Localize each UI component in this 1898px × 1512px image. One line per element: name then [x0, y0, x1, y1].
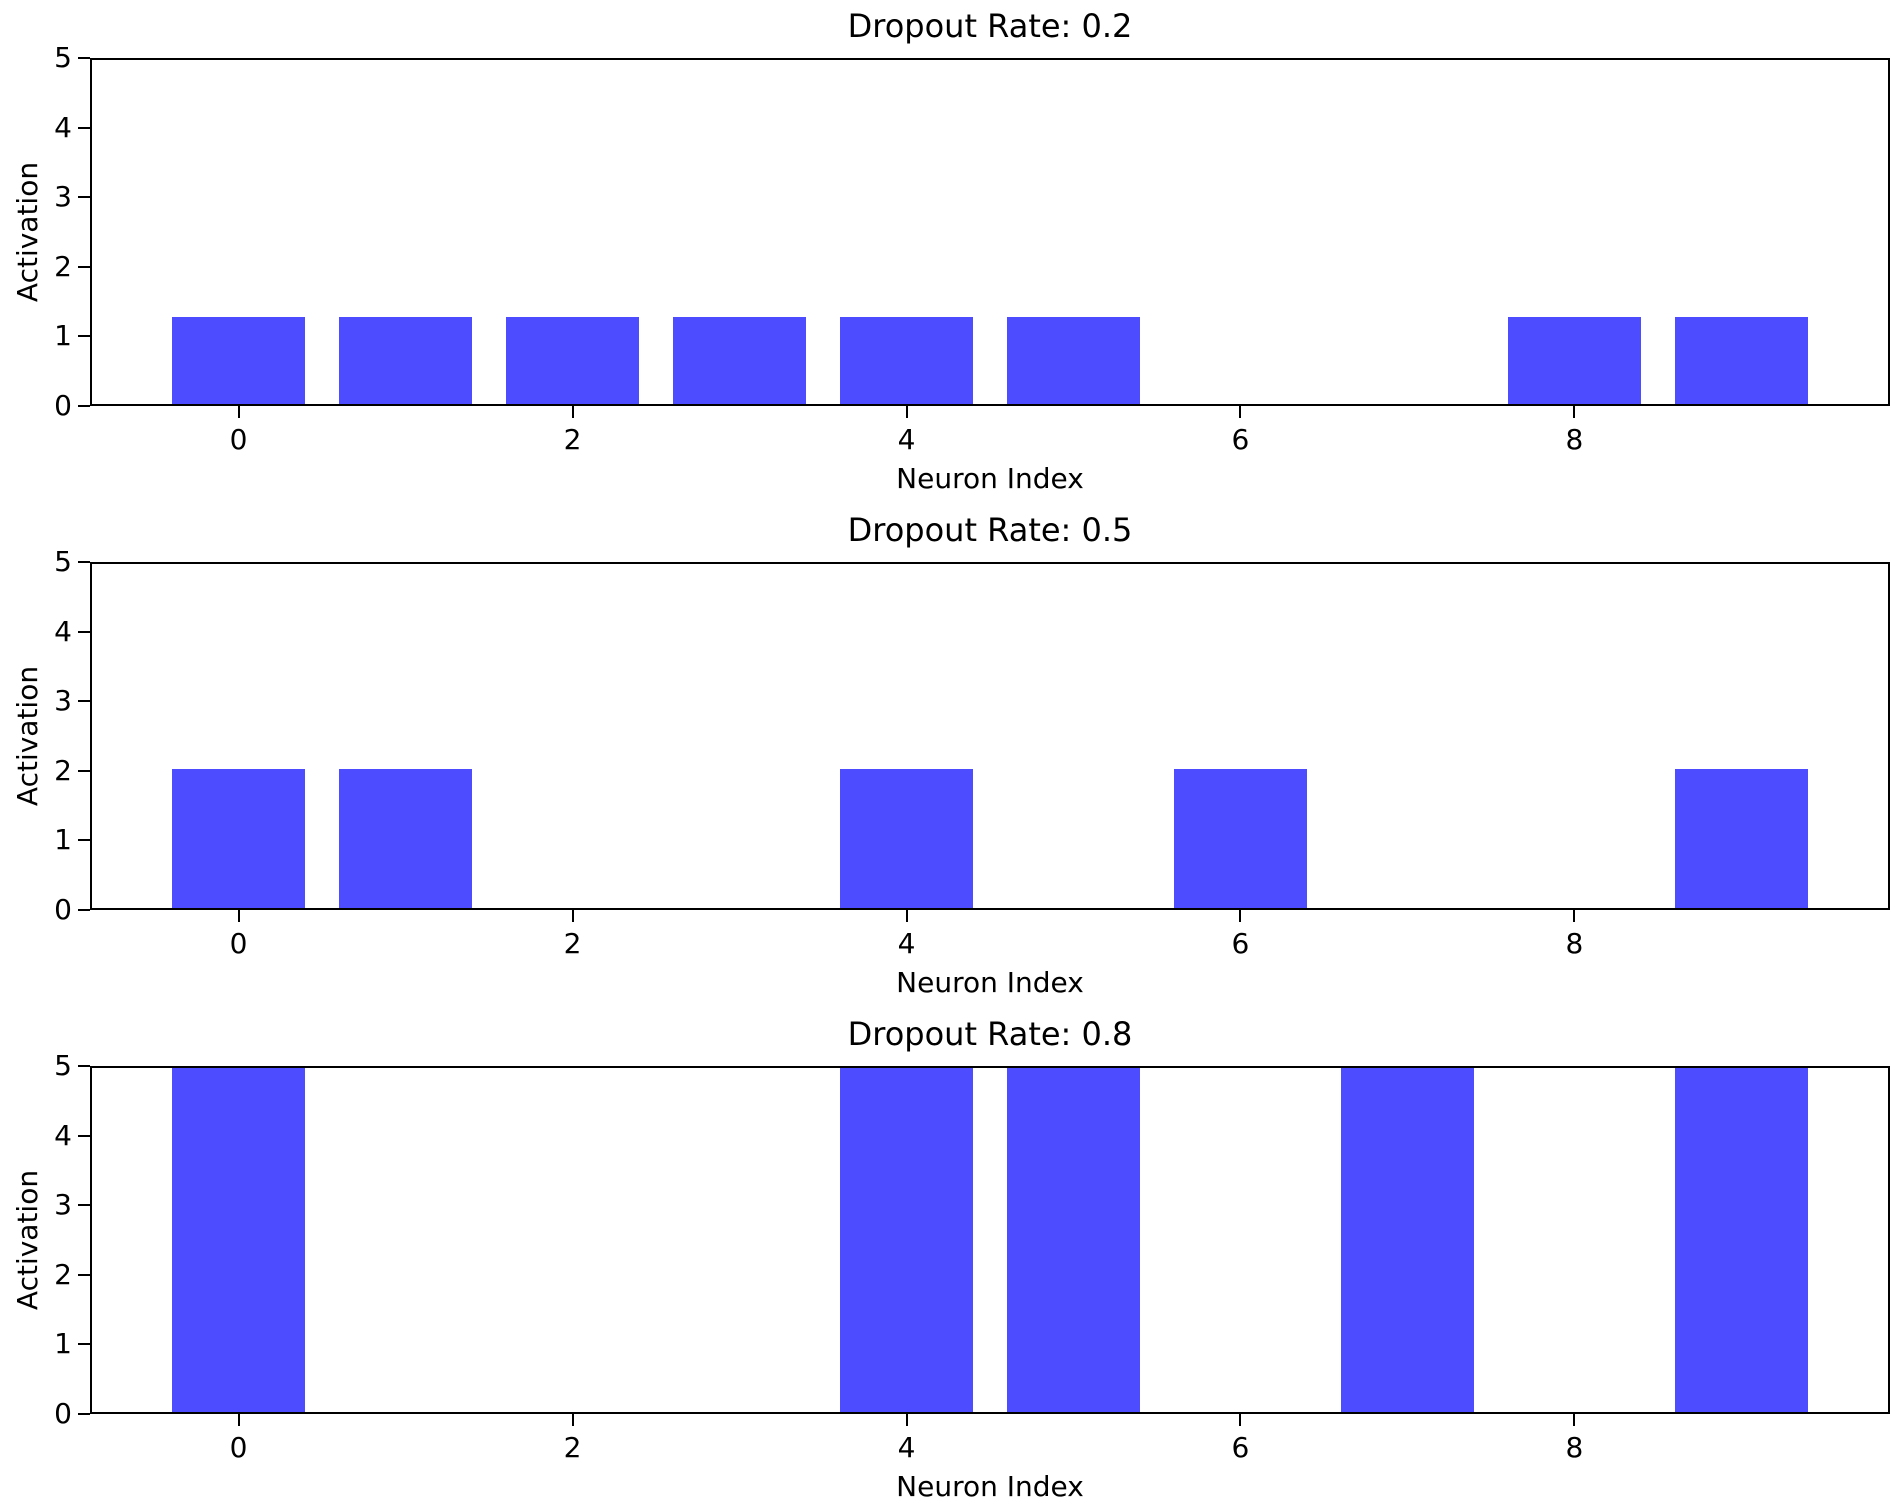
- bar-neuron-9: [1674, 1068, 1809, 1412]
- y-tick-mark-3: [78, 196, 90, 199]
- y-tick-mark-2: [78, 1273, 90, 1276]
- y-tick-mark-5: [78, 1065, 90, 1067]
- subplot-dropout-rate-0-8: Dropout Rate: 0.8 Activation Neuron Inde…: [0, 1008, 1898, 1512]
- bar-neuron-0: [171, 317, 306, 404]
- y-tick-mark-1: [78, 335, 90, 338]
- y-tick-label-4: 4: [54, 614, 72, 648]
- y-tick-label-0: 0: [54, 389, 72, 422]
- x-tick-label-6: 6: [1231, 1431, 1250, 1464]
- bar-neuron-5: [1006, 1068, 1141, 1412]
- x-tick-label-4: 4: [897, 1431, 916, 1464]
- y-tick-mark-4: [78, 126, 90, 129]
- subplot-dropout-rate-0-2: Dropout Rate: 0.2 Activation Neuron Inde…: [0, 0, 1898, 504]
- y-tick-mark-0: [78, 405, 90, 407]
- y-tick-label-4: 4: [54, 1118, 72, 1152]
- x-tick-mark-6: [1239, 910, 1242, 922]
- bar-neuron-4: [839, 1068, 974, 1412]
- bar-neuron-9: [1674, 768, 1809, 908]
- x-tick-label-6: 6: [1231, 927, 1250, 960]
- x-tick-mark-6: [1239, 406, 1242, 418]
- y-tick-label-5: 5: [54, 545, 72, 578]
- plot-area: [90, 1066, 1890, 1414]
- bar-neuron-7: [1340, 1068, 1475, 1412]
- x-tick-mark-4: [905, 910, 908, 922]
- x-tick-mark-0: [237, 406, 240, 418]
- x-tick-label-8: 8: [1565, 1431, 1584, 1464]
- y-tick-mark-4: [78, 630, 90, 633]
- y-tick-label-3: 3: [54, 180, 72, 214]
- x-tick-label-8: 8: [1565, 927, 1584, 960]
- bar-neuron-0: [171, 768, 306, 908]
- bar-neuron-1: [338, 768, 473, 908]
- x-tick-mark-8: [1573, 910, 1576, 922]
- chart-title: Dropout Rate: 0.5: [847, 511, 1133, 549]
- y-tick-mark-1: [78, 1343, 90, 1346]
- bar-neuron-4: [839, 317, 974, 404]
- x-tick-label-8: 8: [1565, 423, 1584, 456]
- y-tick-label-2: 2: [54, 249, 72, 283]
- x-tick-label-4: 4: [897, 423, 916, 456]
- x-tick-label-0: 0: [229, 1431, 248, 1464]
- x-axis-label: Neuron Index: [896, 462, 1084, 495]
- bar-neuron-6: [1173, 768, 1308, 908]
- x-tick-mark-4: [905, 406, 908, 418]
- y-tick-mark-0: [78, 909, 90, 911]
- y-tick-label-1: 1: [54, 319, 72, 353]
- plot-area: [90, 58, 1890, 406]
- y-tick-label-1: 1: [54, 823, 72, 857]
- y-tick-label-0: 0: [54, 893, 72, 926]
- x-tick-label-2: 2: [563, 1431, 582, 1464]
- y-tick-label-5: 5: [54, 1049, 72, 1082]
- bar-neuron-9: [1674, 317, 1809, 404]
- bar-neuron-5: [1006, 317, 1141, 404]
- y-tick-mark-2: [78, 265, 90, 268]
- y-tick-label-2: 2: [54, 1257, 72, 1291]
- x-tick-label-0: 0: [229, 423, 248, 456]
- x-tick-mark-8: [1573, 1414, 1576, 1426]
- y-tick-label-2: 2: [54, 753, 72, 787]
- x-tick-mark-8: [1573, 406, 1576, 418]
- x-tick-label-6: 6: [1231, 423, 1250, 456]
- y-tick-mark-1: [78, 839, 90, 842]
- chart-title: Dropout Rate: 0.2: [847, 7, 1133, 45]
- subplot-dropout-rate-0-5: Dropout Rate: 0.5 Activation Neuron Inde…: [0, 504, 1898, 1008]
- chart-title: Dropout Rate: 0.8: [847, 1015, 1133, 1053]
- bar-neuron-0: [171, 1068, 306, 1412]
- x-tick-label-2: 2: [563, 927, 582, 960]
- x-tick-label-2: 2: [563, 423, 582, 456]
- x-tick-mark-4: [905, 1414, 908, 1426]
- y-tick-label-4: 4: [54, 110, 72, 144]
- bar-neuron-4: [839, 768, 974, 908]
- y-tick-mark-5: [78, 561, 90, 563]
- x-axis-label: Neuron Index: [896, 966, 1084, 999]
- y-tick-mark-5: [78, 57, 90, 59]
- y-tick-mark-2: [78, 769, 90, 772]
- y-tick-mark-0: [78, 1413, 90, 1415]
- x-tick-mark-0: [237, 910, 240, 922]
- x-tick-mark-2: [571, 1414, 574, 1426]
- y-tick-label-1: 1: [54, 1327, 72, 1361]
- x-tick-label-4: 4: [897, 927, 916, 960]
- y-tick-label-0: 0: [54, 1397, 72, 1430]
- y-tick-mark-4: [78, 1134, 90, 1137]
- plot-area: [90, 562, 1890, 910]
- x-axis-label: Neuron Index: [896, 1470, 1084, 1503]
- x-tick-mark-0: [237, 1414, 240, 1426]
- y-tick-mark-3: [78, 1204, 90, 1207]
- y-tick-mark-3: [78, 700, 90, 703]
- bar-neuron-1: [338, 317, 473, 404]
- x-tick-label-0: 0: [229, 927, 248, 960]
- y-tick-label-5: 5: [54, 41, 72, 74]
- y-tick-label-3: 3: [54, 684, 72, 718]
- bar-neuron-8: [1507, 317, 1642, 404]
- bar-neuron-3: [672, 317, 807, 404]
- x-tick-mark-6: [1239, 1414, 1242, 1426]
- y-tick-label-3: 3: [54, 1188, 72, 1222]
- x-tick-mark-2: [571, 406, 574, 418]
- bar-neuron-2: [505, 317, 640, 404]
- x-tick-mark-2: [571, 910, 574, 922]
